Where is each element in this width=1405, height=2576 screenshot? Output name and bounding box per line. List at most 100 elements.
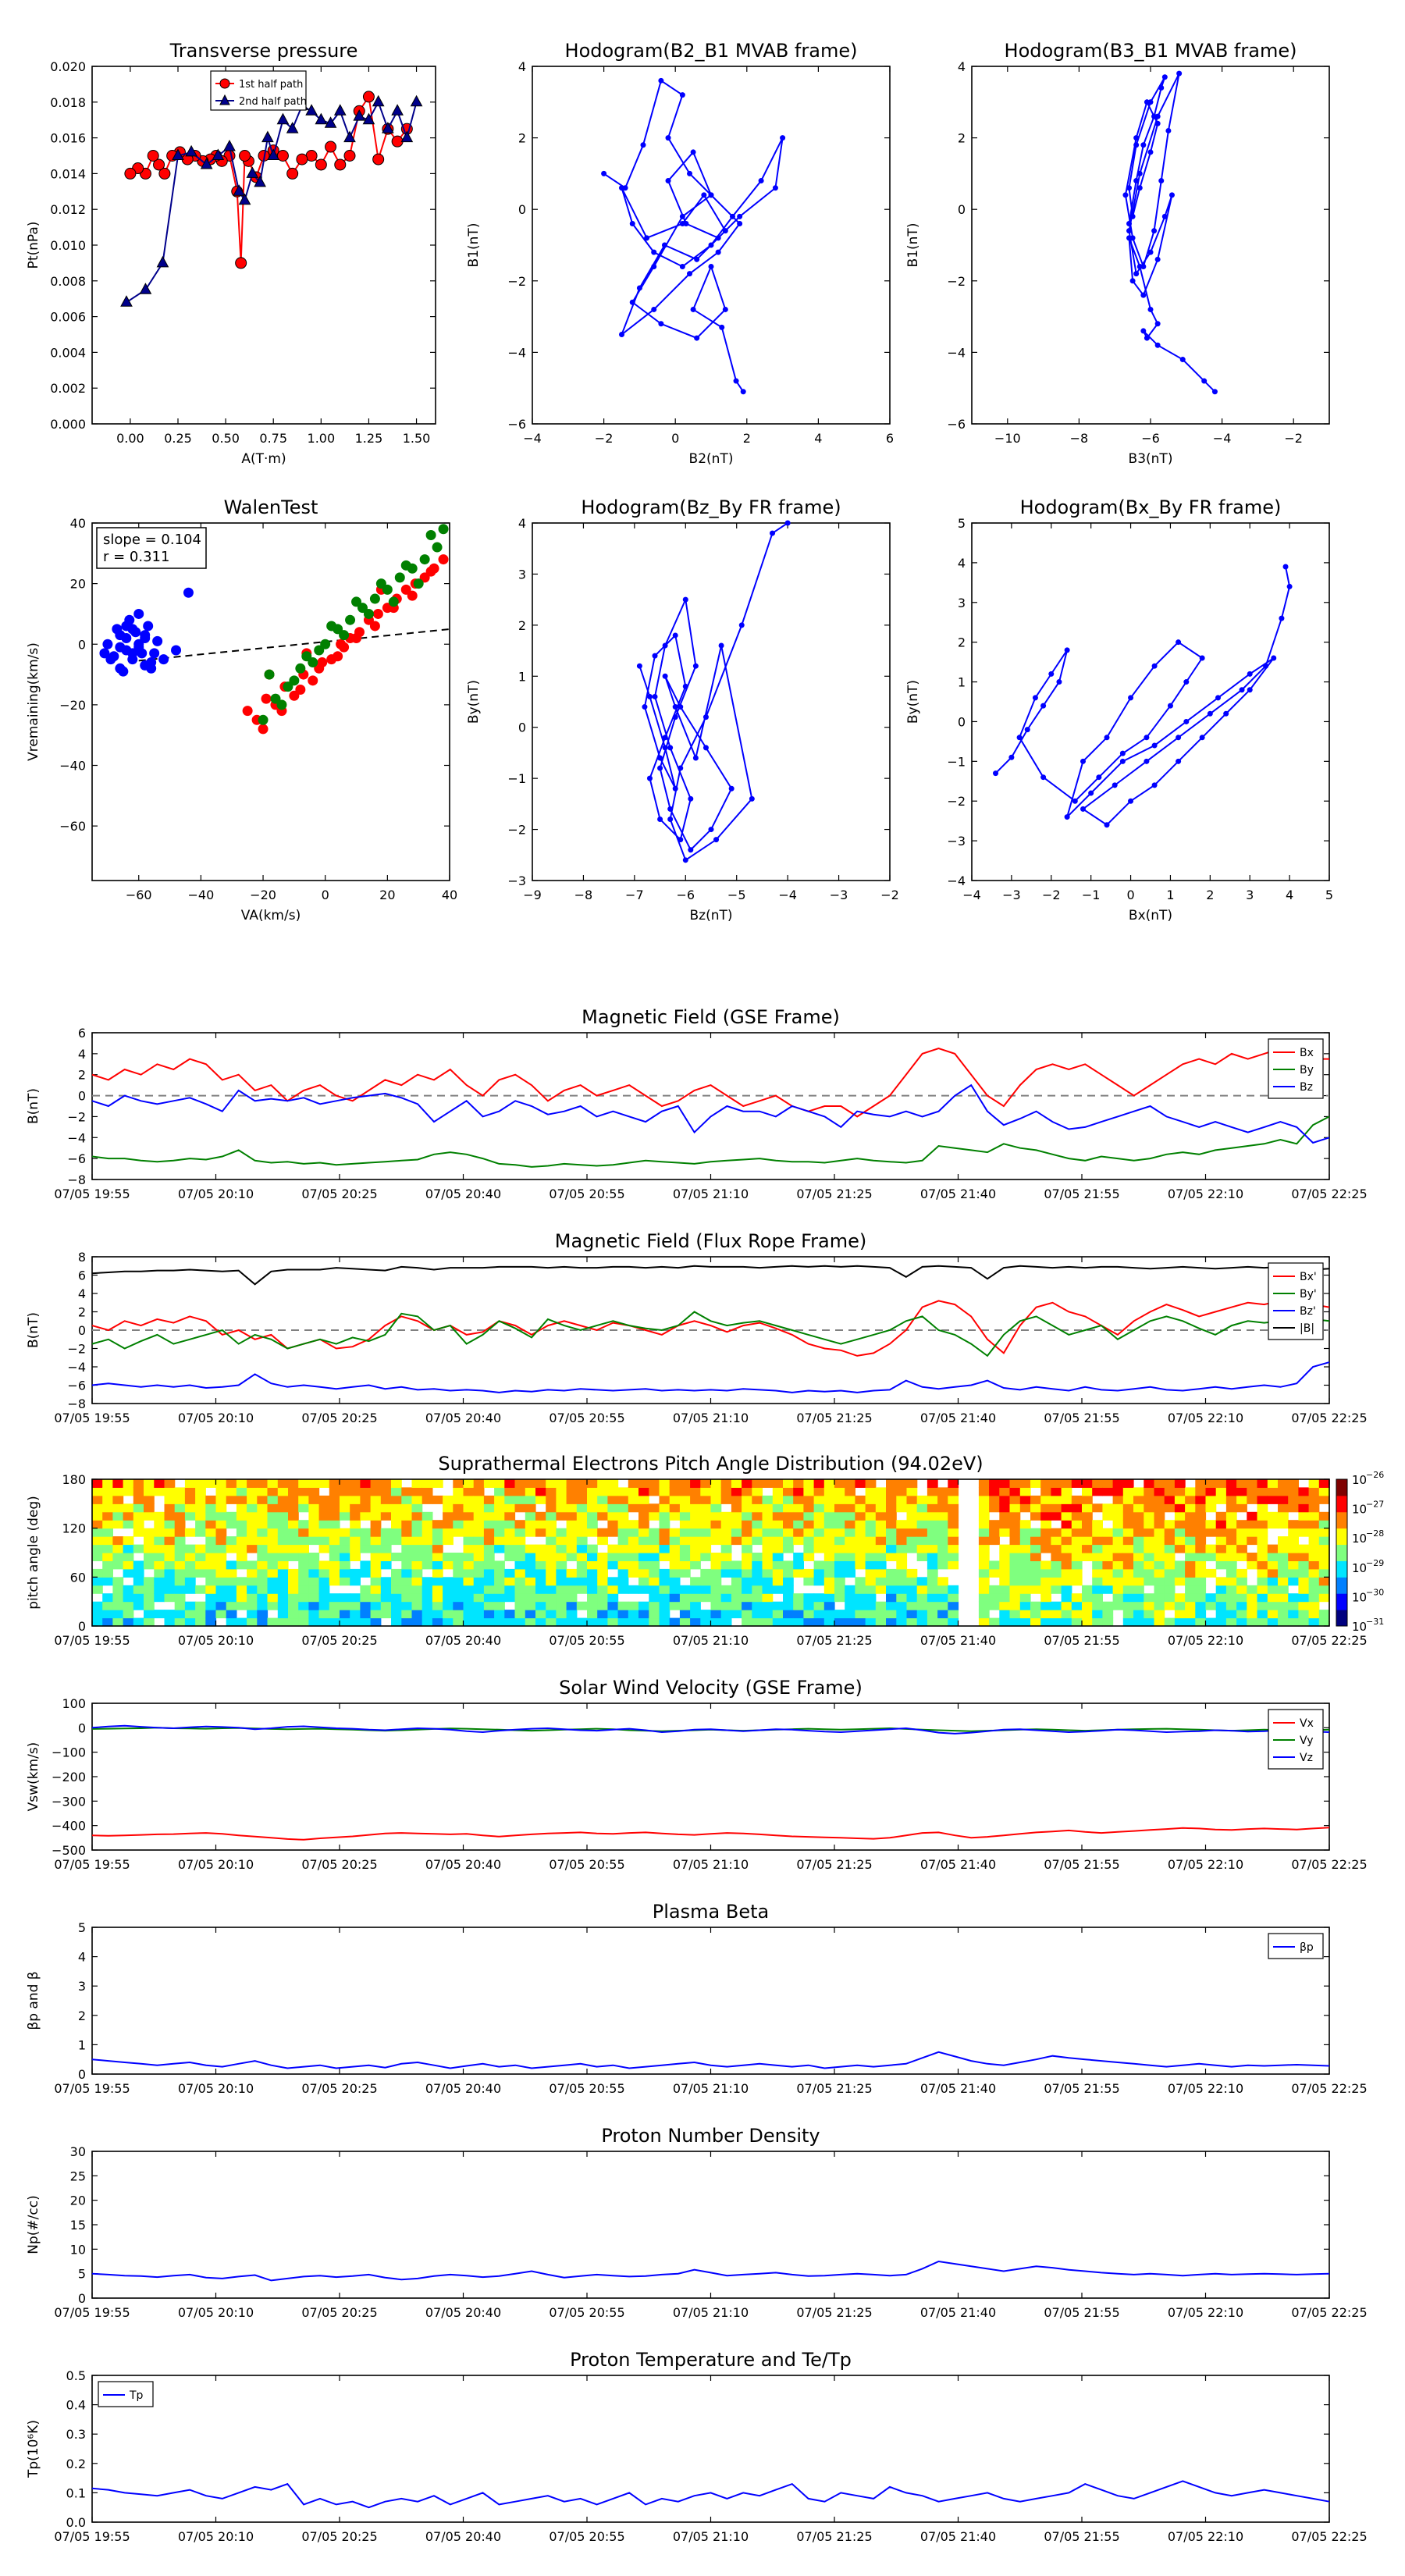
heatmap-cell (277, 1593, 289, 1603)
heatmap-cell (679, 1617, 691, 1627)
data-point (722, 228, 728, 234)
heatmap-cell (855, 1585, 866, 1594)
heatmap-cell (1215, 1536, 1227, 1546)
heatmap-cell (535, 1585, 546, 1594)
heatmap-cell (659, 1536, 670, 1546)
heatmap-cell (916, 1593, 928, 1603)
data-point (1136, 263, 1143, 269)
heatmap-cell (576, 1585, 588, 1594)
y-tick-label: 0 (78, 2067, 86, 2082)
y-tick-label: 2 (518, 618, 526, 633)
x-tick-label: 07/05 20:55 (549, 1411, 624, 1425)
heatmap-cell (380, 1528, 392, 1537)
heatmap-cell (803, 1553, 815, 1561)
heatmap-cell (318, 1577, 330, 1586)
heatmap-cell (401, 1503, 413, 1513)
heatmap-cell (1298, 1560, 1310, 1570)
heatmap-cell (834, 1503, 845, 1513)
heatmap-cell (422, 1495, 433, 1504)
heatmap-cell (1071, 1479, 1083, 1488)
x-tick-label: 07/05 21:10 (673, 2305, 749, 2320)
heatmap-cell (123, 1544, 134, 1553)
heatmap-cell (1030, 1503, 1041, 1513)
data-point (1119, 758, 1126, 764)
heatmap-cell (896, 1544, 908, 1553)
data-point (672, 704, 678, 710)
heatmap-cell (937, 1617, 948, 1627)
heatmap-cell (483, 1479, 495, 1488)
heatmap-cell (617, 1487, 629, 1496)
heatmap-cell (1071, 1560, 1083, 1570)
heatmap-cell (360, 1568, 372, 1578)
y-tick-label: −4 (507, 345, 526, 360)
heatmap-cell (1092, 1610, 1103, 1619)
data-point (1247, 671, 1253, 677)
heatmap-cell (587, 1479, 598, 1488)
heatmap-cell (1318, 1610, 1330, 1619)
heatmap-cell (514, 1585, 526, 1594)
y-tick-label: −2 (67, 1342, 86, 1357)
heatmap-cell (1082, 1479, 1093, 1488)
heatmap-cell (308, 1553, 320, 1561)
heatmap-cell (937, 1503, 948, 1513)
heatmap-cell (370, 1610, 382, 1619)
y-tick-label: −60 (59, 819, 86, 834)
heatmap-cell (978, 1610, 990, 1619)
heatmap-cell (1122, 1479, 1134, 1488)
heatmap-cell (164, 1568, 176, 1578)
heatmap-cell (92, 1479, 103, 1488)
data-point (212, 148, 225, 160)
data-point (127, 648, 138, 659)
heatmap-cell (978, 1593, 990, 1603)
heatmap-cell (999, 1495, 1011, 1504)
heatmap-cell (102, 1593, 113, 1603)
heatmap-cell (700, 1487, 712, 1496)
heatmap-cell (783, 1568, 794, 1578)
heatmap-cell (896, 1610, 908, 1619)
heatmap-cell (1318, 1560, 1330, 1570)
heatmap-cell (1174, 1577, 1186, 1586)
heatmap-cell (896, 1553, 908, 1561)
heatmap-cell (803, 1544, 815, 1553)
data-point (158, 167, 171, 180)
heatmap-cell (422, 1577, 433, 1586)
chart-title: Proton Temperature and Te/Tp (570, 2349, 852, 2371)
heatmap-cell (463, 1528, 475, 1537)
heatmap-cell (1112, 1520, 1124, 1529)
heatmap-cell (1236, 1610, 1247, 1619)
heatmap-cell (978, 1568, 990, 1578)
legend-label: Vy (1300, 1735, 1314, 1747)
data-point (784, 520, 791, 526)
data-point (372, 153, 385, 165)
heatmap-cell (1112, 1560, 1124, 1570)
heatmap-cell (1185, 1544, 1196, 1553)
heatmap-cell (1278, 1560, 1289, 1570)
heatmap-cell (1112, 1479, 1124, 1488)
heatmap-cell (1092, 1601, 1103, 1610)
heatmap-cell (1215, 1511, 1227, 1521)
heatmap-cell (483, 1511, 495, 1521)
heatmap-cell (948, 1503, 959, 1513)
heatmap-cell (576, 1577, 588, 1586)
heatmap-cell (556, 1560, 567, 1570)
heatmap-cell (1102, 1544, 1114, 1553)
heatmap-cell (277, 1520, 289, 1529)
data-point (351, 632, 362, 643)
heatmap-cell (1061, 1503, 1072, 1513)
data-point (1201, 378, 1208, 384)
heatmap-cell (257, 1553, 269, 1561)
data-point (1133, 142, 1140, 148)
heatmap-cell (123, 1503, 134, 1513)
heatmap-cell (401, 1487, 413, 1496)
heatmap-cell (1051, 1536, 1062, 1546)
data-point (267, 148, 280, 160)
heatmap-cell (257, 1617, 269, 1627)
heatmap-cell (1061, 1495, 1072, 1504)
heatmap-cell (226, 1568, 237, 1578)
heatmap-cell (504, 1479, 516, 1488)
y-tick-label: −6 (67, 1379, 86, 1393)
heatmap-cell (720, 1617, 732, 1627)
x-tick-label: −6 (1141, 431, 1160, 446)
heatmap-cell (473, 1479, 485, 1488)
x-tick-label: 07/05 22:25 (1291, 1857, 1367, 1872)
